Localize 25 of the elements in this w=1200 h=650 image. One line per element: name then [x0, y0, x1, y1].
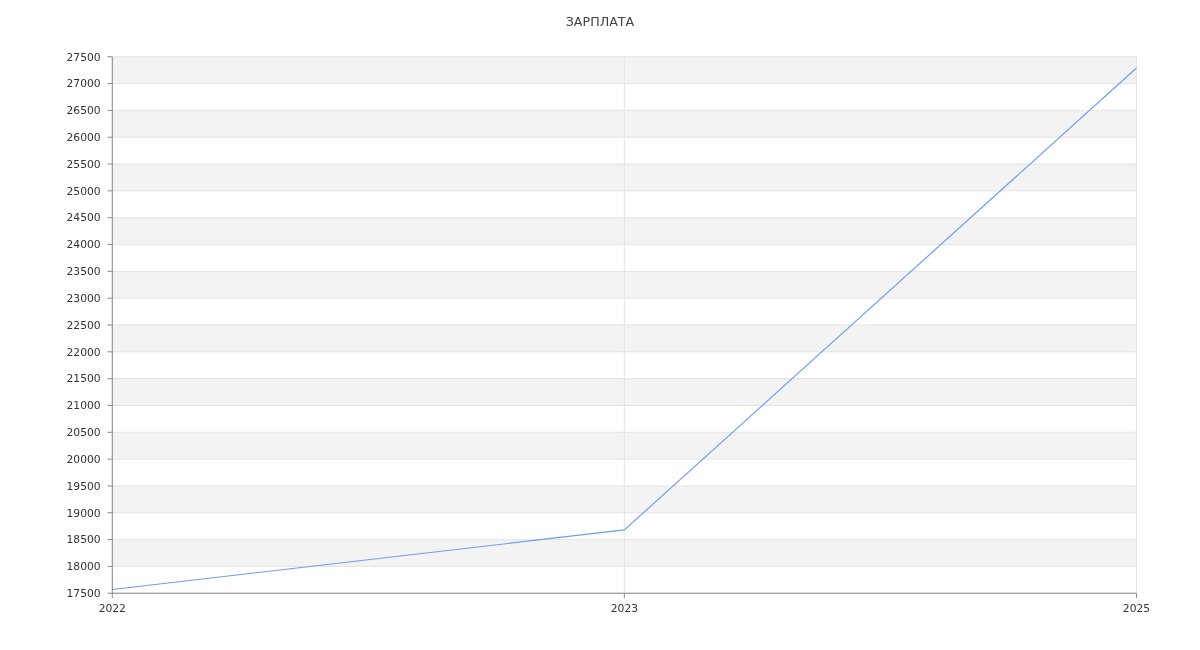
y-tick-label: 20000: [66, 452, 101, 466]
x-tick-label: 2023: [610, 601, 639, 615]
x-tick-label: 2025: [1122, 601, 1151, 615]
y-tick-label: 21500: [66, 372, 101, 386]
y-tick-label: 18500: [66, 533, 101, 547]
chart-title: ЗАРПЛАТА: [565, 13, 635, 29]
y-tick-label: 19000: [66, 506, 101, 520]
y-tick-label: 22500: [66, 318, 101, 332]
y-tick-label: 25000: [66, 184, 101, 198]
y-tick-label: 26500: [66, 104, 101, 118]
y-tick-label: 23000: [66, 291, 101, 305]
y-tick-label: 21000: [66, 399, 101, 413]
y-tick-label: 19500: [66, 479, 101, 493]
y-tick-label: 17500: [66, 586, 101, 600]
y-tick-label: 25500: [66, 157, 101, 171]
y-tick-label: 18000: [66, 560, 101, 574]
y-tick-label: 24000: [66, 238, 101, 252]
y-tick-label: 26000: [66, 130, 101, 144]
y-tick-label: 23500: [66, 265, 101, 279]
y-tick-label: 24500: [66, 211, 101, 225]
y-tick-label: 27500: [66, 50, 101, 64]
x-tick-label: 2022: [98, 601, 126, 615]
y-tick-label: 20500: [66, 426, 101, 440]
y-tick-label: 22000: [66, 345, 101, 359]
y-tick-label: 27000: [66, 77, 101, 91]
